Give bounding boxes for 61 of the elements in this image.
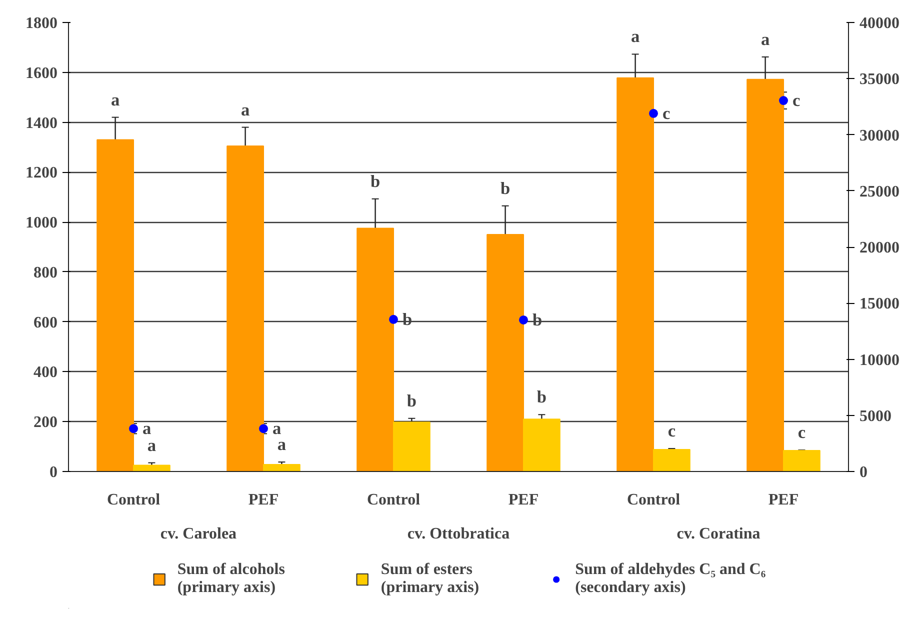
bar — [746, 78, 784, 472]
y2-tick-label: 5000 — [860, 408, 892, 425]
text: cv. Coratina — [676, 526, 760, 542]
x-tick-label: PEF — [248, 492, 279, 508]
y-tick-label: 200 — [34, 414, 58, 432]
y-tick-label: 400 — [34, 364, 58, 382]
bar — [393, 422, 430, 472]
y-tick-label: 0 — [50, 464, 58, 481]
point — [779, 96, 788, 106]
y2-tick-label: 35000 — [860, 71, 900, 88]
x-tick-label: Control — [626, 492, 681, 508]
y-tick-label: 800 — [34, 264, 58, 282]
bar — [356, 228, 394, 472]
y2-tick-label: 25000 — [860, 183, 900, 200]
point — [389, 314, 398, 324]
data-label: a — [110, 90, 120, 110]
legend-label: Sum of alcohols (primary axis) — [177, 561, 285, 597]
legend-label: Sum of aldehydes C₅ and C₆ (secondary axis) — [575, 561, 766, 597]
x-tick-label: PEF — [768, 492, 799, 508]
bar — [616, 77, 654, 472]
point — [649, 108, 658, 118]
data-label: a — [147, 436, 156, 455]
y-tick-label: 600 — [34, 314, 58, 332]
data-label: c — [792, 91, 800, 110]
y-tick-label: 1000 — [26, 214, 58, 232]
data-label: c — [798, 423, 806, 442]
y2-tick-label: 40000 — [860, 15, 900, 32]
y2-tick-label: 10000 — [860, 352, 900, 369]
legend-label: Sum of esters (primary axis) — [380, 561, 480, 597]
x-tick-label: Control — [366, 492, 421, 508]
point — [519, 315, 528, 324]
bar — [133, 464, 170, 472]
data-label: a — [630, 27, 640, 46]
bar — [226, 145, 264, 472]
bar — [783, 450, 820, 472]
y-tick-label: 1600 — [26, 64, 58, 82]
data-label: a — [142, 419, 152, 438]
bar — [96, 139, 134, 472]
data-label: c — [668, 422, 676, 441]
text: cv. Carolea — [160, 526, 237, 542]
y-tick-label: 1200 — [26, 164, 58, 182]
data-label: a — [760, 30, 770, 49]
bar — [653, 449, 690, 472]
data-label: c — [662, 104, 670, 123]
y2-tick-label: 30000 — [860, 127, 900, 144]
bar — [486, 234, 524, 472]
data-label: b — [500, 178, 510, 198]
x-tick-label: PEF — [508, 492, 539, 508]
bar — [523, 418, 560, 472]
bar — [263, 464, 300, 472]
data-label: b — [406, 391, 417, 410]
data-label: a — [240, 100, 250, 120]
y2-tick-label: 0 — [860, 464, 868, 481]
y2-tick-label: 15000 — [860, 296, 900, 313]
y-tick-label: 1400 — [26, 114, 58, 132]
y-tick-label: 1800 — [26, 15, 58, 32]
x-tick-label: Control — [106, 492, 161, 508]
data-label: b — [536, 388, 547, 407]
data-label: b — [370, 172, 380, 191]
text: cv. Ottobratica — [407, 526, 510, 542]
y2-tick-label: 20000 — [860, 240, 900, 256]
